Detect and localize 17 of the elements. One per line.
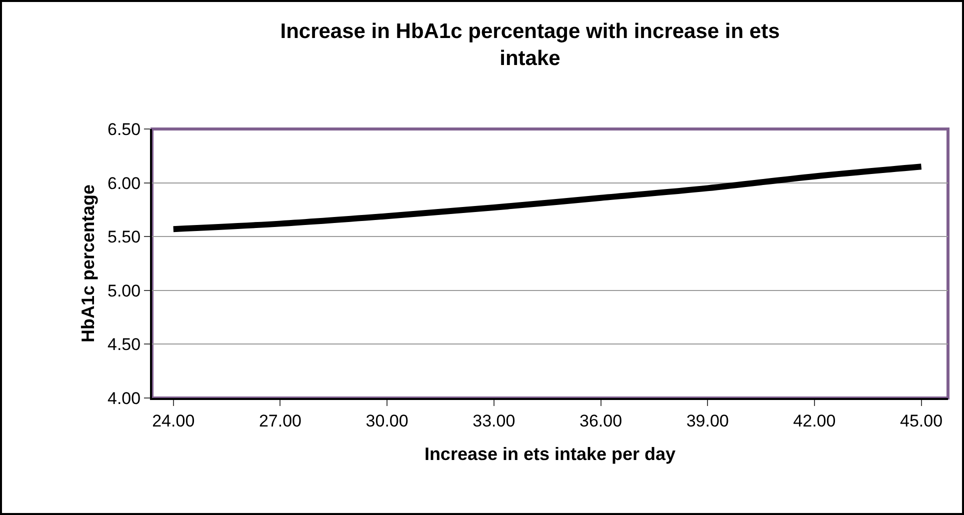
- x-tick-label: 45.00: [900, 411, 943, 430]
- x-tick-label: 42.00: [793, 411, 836, 430]
- y-tick-label: 4.50: [108, 335, 141, 354]
- x-tick-label: 24.00: [152, 411, 195, 430]
- x-tick-label: 27.00: [258, 411, 302, 430]
- x-axis-title: Increase in ets intake per day: [424, 444, 676, 464]
- y-tick-label: 6.50: [108, 120, 141, 139]
- x-tick-label: 39.00: [686, 411, 729, 430]
- x-tick-label: 36.00: [579, 411, 622, 430]
- y-tick-label: 5.00: [108, 281, 141, 300]
- y-axis-title: HbA1c percentage: [78, 184, 98, 343]
- y-tick-label: 5.50: [108, 228, 141, 247]
- y-tick-label: 4.00: [108, 388, 141, 408]
- x-tick-label: 33.00: [472, 411, 516, 430]
- x-tick-label: 30.00: [366, 411, 408, 430]
- chart-title: Increase in HbA1c percentage with increase in ets intake: [280, 20, 780, 70]
- y-tick-label: 6.00: [108, 174, 141, 193]
